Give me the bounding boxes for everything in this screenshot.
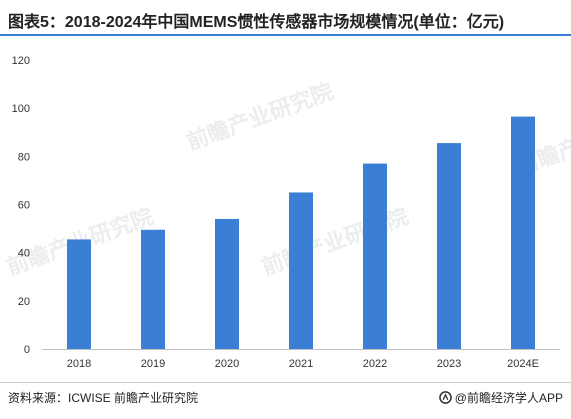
x-tick-label: 2023 [437, 358, 461, 370]
x-tick-label: 2021 [289, 358, 313, 370]
watermark-text: 前瞻产业研究院 [183, 79, 337, 156]
y-tick-label: 0 [24, 344, 30, 356]
bar-2024E [511, 116, 535, 350]
y-tick-label: 40 [18, 248, 30, 260]
brand-logo-icon [438, 391, 452, 404]
bar-2023 [437, 143, 461, 349]
chart-title: 图表5：2018-2024年中国MEMS惯性传感器市场规模情况(单位：亿元) [8, 14, 505, 31]
y-tick-label: 120 [12, 55, 30, 67]
brand-text: @前瞻经济学人APP [454, 391, 563, 405]
y-tick-label: 80 [18, 151, 30, 163]
x-tick-label: 2022 [363, 358, 387, 370]
bar-2022 [363, 163, 387, 349]
watermark-text: 前瞻产业研究院 [258, 204, 412, 281]
x-tick-label: 2018 [67, 358, 91, 370]
x-axis: 2018 2019 2020 2021 2022 2023 2024E [42, 349, 560, 370]
y-tick-label: 60 [18, 200, 30, 212]
bar-2018 [67, 239, 91, 349]
brand-credit: @前瞻经济学人APP [438, 389, 563, 406]
y-axis: 0 20 40 60 80 100 120 [12, 55, 30, 356]
bar-chart: 前瞻产业研究院前瞻产业研究院前瞻产业研究院前瞻产业研究院 02040608010… [3, 55, 571, 370]
title-divider [0, 34, 571, 36]
y-tick-label: 20 [18, 296, 30, 308]
bar-2021 [289, 192, 313, 349]
x-tick-label: 2020 [215, 358, 239, 370]
y-tick-label: 100 [12, 103, 30, 115]
x-tick-label: 2024E [507, 358, 539, 370]
source-note: 资料来源：ICWISE 前瞻产业研究院 [8, 391, 199, 405]
footer-divider [0, 382, 571, 383]
bar-2020 [215, 218, 239, 349]
bars [67, 116, 535, 350]
bar-2019 [141, 229, 165, 349]
x-tick-label: 2019 [141, 358, 165, 370]
